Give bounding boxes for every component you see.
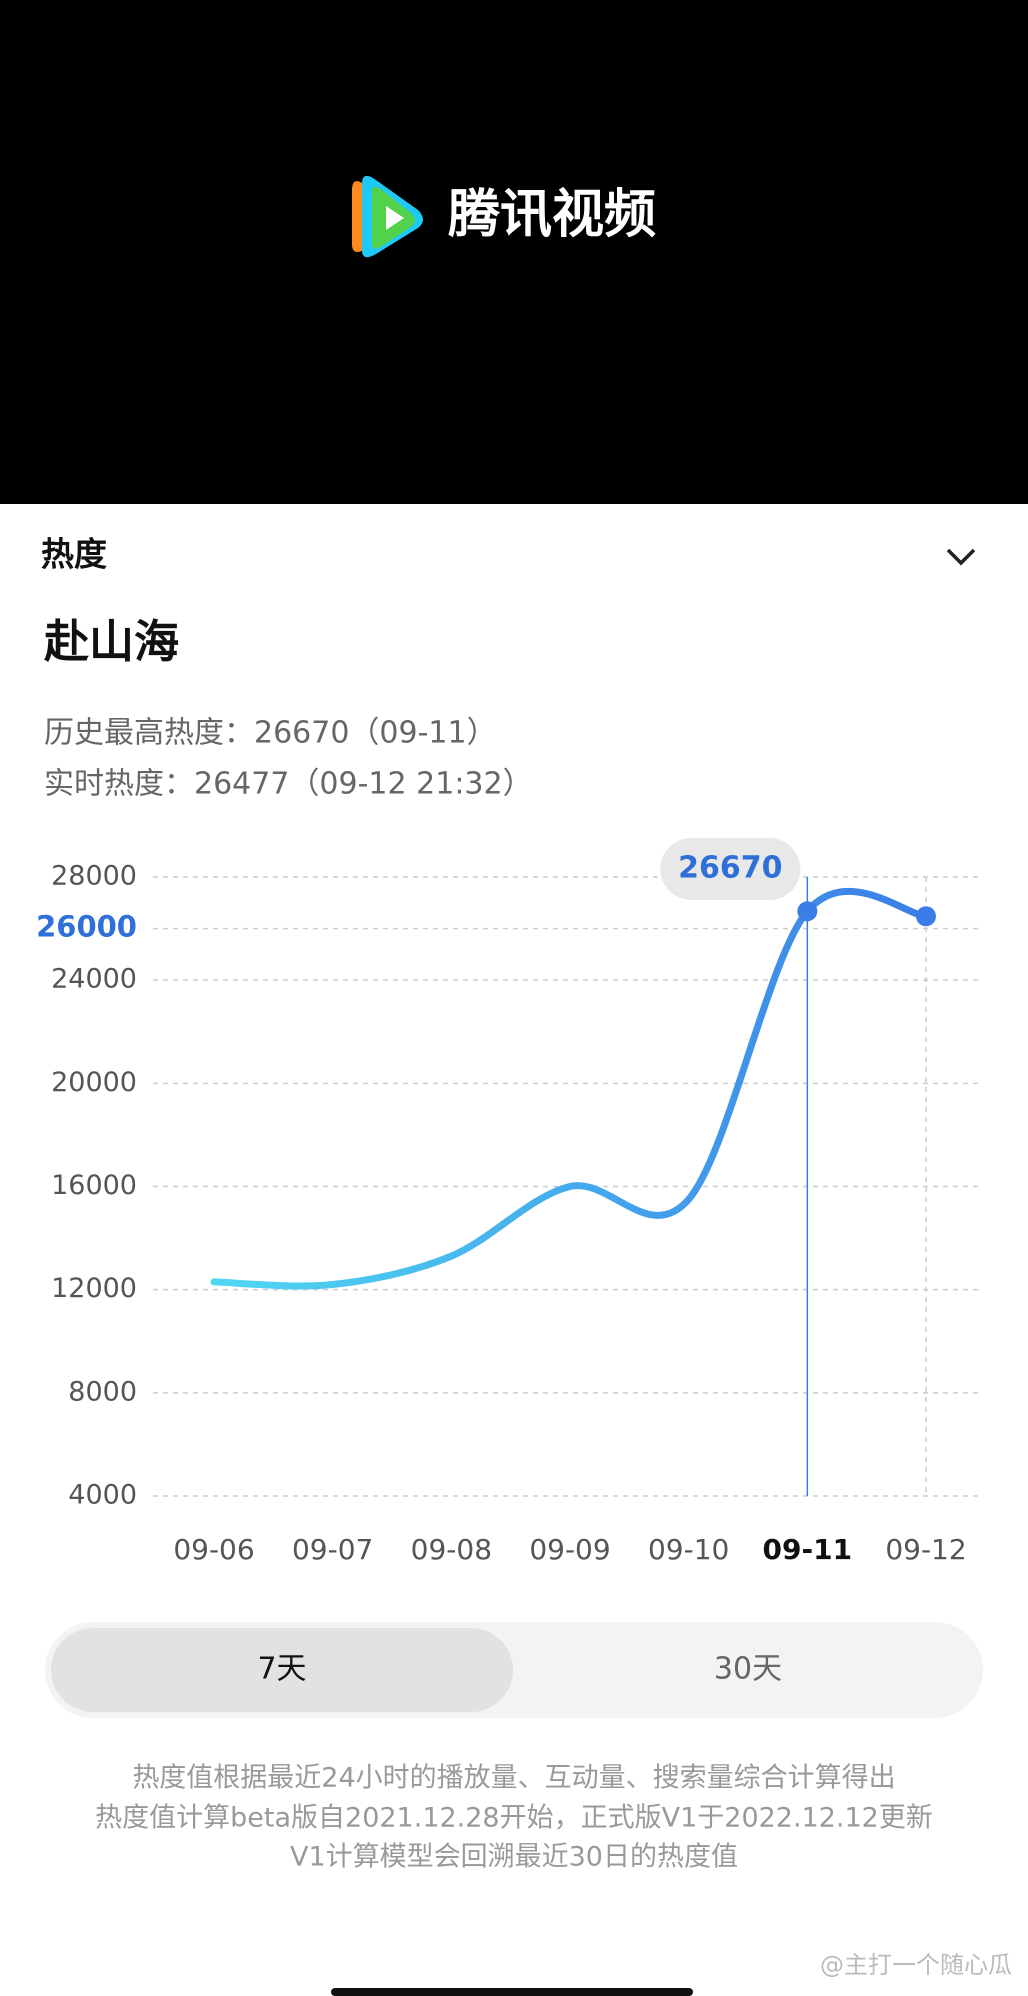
show-title: 赴山海 <box>43 615 179 668</box>
y-tick-label: 24000 <box>51 964 137 995</box>
heat-chart: 4000 8000 12000 16000 20000 24000 26000 28000 09… <box>36 838 980 1566</box>
y-tick-label: 28000 <box>51 861 137 892</box>
x-tick-label: 09-11 <box>763 1533 853 1566</box>
logo-play <box>386 206 404 230</box>
x-tick-label: 09-09 <box>529 1533 610 1566</box>
y-tick-label: 8000 <box>68 1376 137 1407</box>
y-tick-label: 26000 <box>36 910 137 944</box>
point <box>916 906 936 927</box>
heat-line <box>210 887 930 1290</box>
tooltip-value: 26670 <box>678 851 782 886</box>
x-tick-label: 09-06 <box>173 1533 254 1566</box>
peak-heat: 历史最高热度：26670（09-11） <box>44 716 497 751</box>
tab-label[interactable]: 7天 <box>257 1652 306 1687</box>
home-indicator <box>331 1988 693 1996</box>
note: 热度值计算beta版自2021.12.28开始，正式版V1于2022.12.12… <box>95 1803 933 1834</box>
brand-logo <box>352 175 423 258</box>
x-tick-label: 09-10 <box>648 1533 729 1566</box>
y-tick-label: 4000 <box>68 1480 137 1511</box>
realtime-heat: 实时热度：26477（09-12 21:32） <box>44 767 533 802</box>
tooltip <box>660 838 801 900</box>
watermark: @主打一个随心瓜 <box>820 1951 1012 1979</box>
section-title: 热度 <box>41 535 107 574</box>
y-tick-label: 12000 <box>51 1273 137 1304</box>
x-tick-label: 09-07 <box>292 1533 373 1566</box>
x-tick-label: 09-12 <box>885 1533 966 1566</box>
point <box>797 901 818 922</box>
y-tick-label: 20000 <box>51 1067 137 1098</box>
tab-inactive[interactable] <box>519 1628 977 1712</box>
note: 热度值根据最近24小时的播放量、互动量、搜索量综合计算得出 <box>132 1763 895 1794</box>
note: V1计算模型会回溯最近30日的热度值 <box>290 1842 738 1873</box>
brand-name: 腾讯视频 <box>448 185 656 245</box>
tab-label[interactable]: 30天 <box>714 1652 782 1687</box>
video-area <box>0 0 1028 504</box>
collapse-button[interactable] <box>946 548 976 566</box>
tab-active[interactable] <box>51 1628 513 1712</box>
x-tick-label: 09-08 <box>411 1533 492 1566</box>
y-tick-label: 16000 <box>51 1170 137 1201</box>
